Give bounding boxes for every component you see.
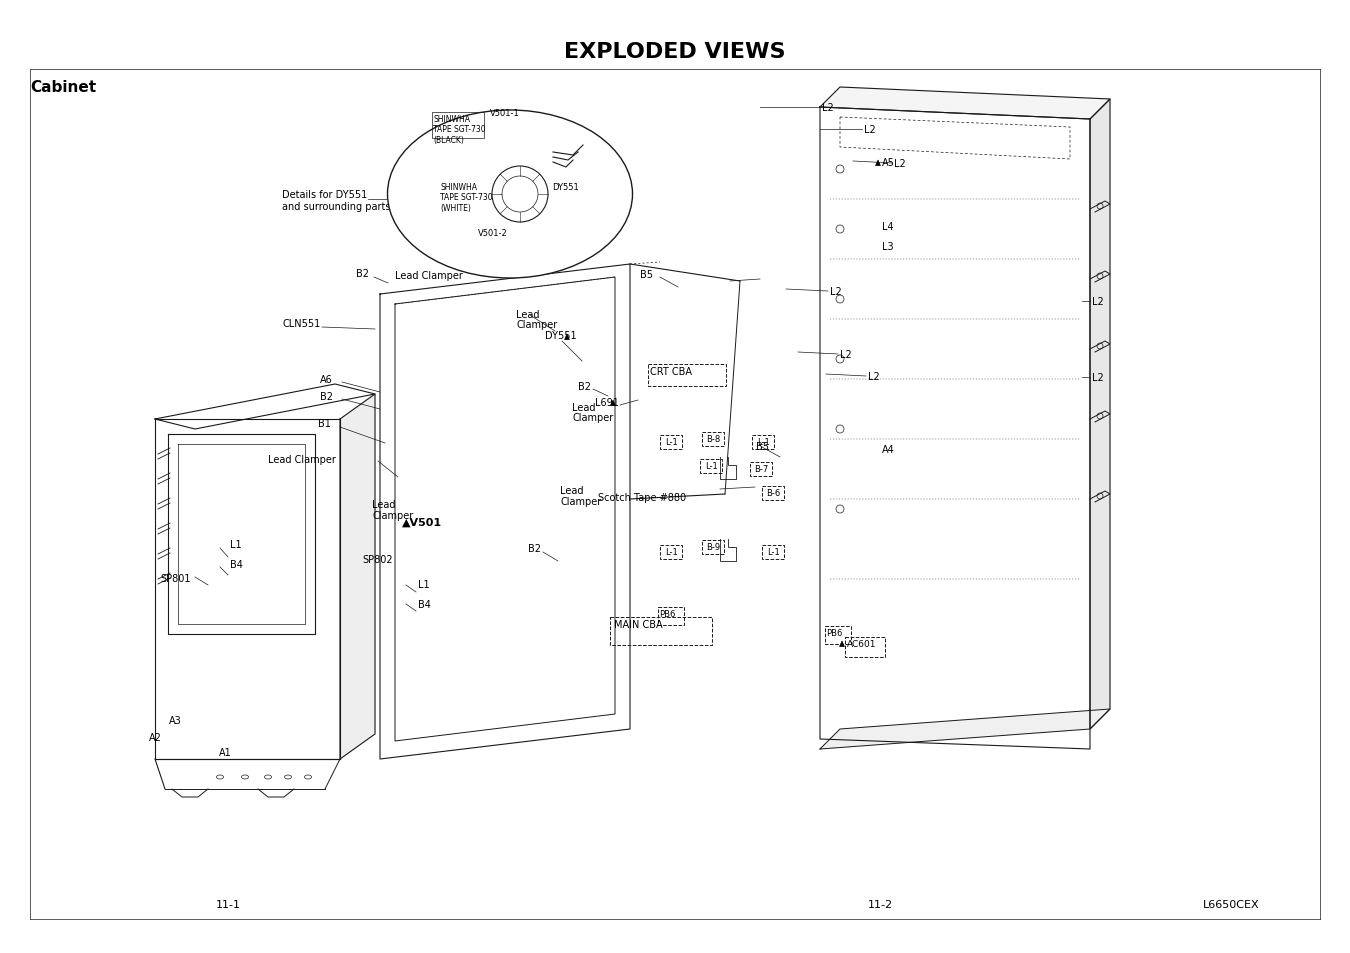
- Text: Lead: Lead: [560, 485, 583, 496]
- Bar: [752, 436, 774, 450]
- Text: SHINWHA
TAPE SGT-730
(BLACK): SHINWHA TAPE SGT-730 (BLACK): [433, 115, 486, 145]
- Text: B-6: B-6: [765, 489, 780, 498]
- Text: L2: L2: [868, 372, 880, 381]
- Text: Lead: Lead: [516, 310, 540, 319]
- Text: CRT CBA: CRT CBA: [649, 367, 693, 376]
- Polygon shape: [876, 161, 880, 167]
- Text: B4: B4: [230, 559, 243, 569]
- Text: B2: B2: [356, 269, 369, 278]
- Polygon shape: [819, 709, 1110, 749]
- Polygon shape: [1089, 100, 1110, 729]
- Text: B-7: B-7: [753, 465, 768, 474]
- Text: B2: B2: [320, 392, 333, 401]
- Text: L2: L2: [1092, 296, 1104, 307]
- Polygon shape: [564, 335, 570, 340]
- Text: ▲V501: ▲V501: [402, 517, 443, 527]
- Bar: [761, 545, 784, 559]
- Text: A2: A2: [148, 732, 162, 742]
- Text: L-1: L-1: [767, 548, 779, 557]
- Text: L-1: L-1: [705, 462, 717, 471]
- Bar: [657, 607, 684, 625]
- Text: L-1: L-1: [664, 548, 678, 557]
- Text: Clamper: Clamper: [560, 497, 601, 506]
- Text: AC601: AC601: [846, 639, 876, 648]
- Text: B2: B2: [528, 543, 541, 554]
- Text: B-9: B-9: [706, 543, 720, 552]
- Text: Lead Clamper: Lead Clamper: [269, 455, 336, 464]
- Text: Clamper: Clamper: [373, 511, 413, 520]
- Polygon shape: [819, 88, 1110, 120]
- Bar: [761, 486, 784, 500]
- Text: L4: L4: [882, 222, 894, 232]
- Bar: [702, 433, 724, 447]
- Text: A3: A3: [169, 716, 181, 725]
- Text: L2: L2: [894, 159, 906, 169]
- Polygon shape: [610, 400, 616, 406]
- Text: A4: A4: [882, 444, 895, 455]
- Text: V501-2: V501-2: [478, 229, 508, 237]
- Bar: [660, 545, 682, 559]
- Text: B2: B2: [578, 381, 591, 392]
- Text: L2: L2: [840, 350, 852, 359]
- Bar: [432, 112, 485, 139]
- Text: L2: L2: [864, 125, 876, 135]
- Text: SP802: SP802: [362, 555, 393, 564]
- Ellipse shape: [387, 111, 633, 278]
- Text: V501-1: V501-1: [490, 110, 520, 118]
- Polygon shape: [819, 108, 1089, 749]
- Text: Cabinet: Cabinet: [30, 80, 96, 95]
- Text: 11-2: 11-2: [868, 899, 892, 909]
- Bar: [751, 462, 772, 476]
- Text: L-1: L-1: [756, 438, 770, 447]
- Bar: [701, 459, 722, 474]
- Text: L3: L3: [882, 242, 894, 252]
- Text: B5: B5: [640, 270, 653, 280]
- Text: Scotch Tape #880: Scotch Tape #880: [598, 493, 686, 502]
- Text: L2: L2: [830, 287, 842, 296]
- Bar: [648, 365, 726, 387]
- Bar: [845, 638, 886, 658]
- Text: L2: L2: [822, 103, 834, 112]
- Text: Lead: Lead: [373, 499, 396, 510]
- Text: L-1: L-1: [664, 438, 678, 447]
- Text: DY551: DY551: [545, 331, 576, 340]
- Polygon shape: [840, 641, 844, 647]
- Text: CLN551: CLN551: [282, 318, 320, 329]
- Text: 11-1: 11-1: [216, 899, 240, 909]
- Bar: [702, 540, 724, 555]
- Text: MAIN CBA: MAIN CBA: [614, 619, 663, 629]
- Text: PB6: PB6: [826, 628, 842, 638]
- Text: B-8: B-8: [706, 435, 720, 444]
- Text: A1: A1: [219, 747, 231, 758]
- Text: L691: L691: [595, 397, 618, 408]
- Text: DY551: DY551: [552, 183, 579, 193]
- Bar: [610, 618, 711, 645]
- Text: A5: A5: [882, 158, 895, 168]
- Text: PB6: PB6: [659, 609, 675, 618]
- Text: L1: L1: [418, 579, 429, 589]
- Text: A6: A6: [320, 375, 332, 385]
- Polygon shape: [155, 419, 340, 760]
- Bar: [660, 436, 682, 450]
- Text: L6650CEX: L6650CEX: [1203, 899, 1260, 909]
- Text: Clamper: Clamper: [572, 413, 613, 422]
- Text: B5: B5: [756, 441, 770, 452]
- Polygon shape: [340, 395, 375, 760]
- Text: B4: B4: [418, 599, 431, 609]
- Text: Clamper: Clamper: [516, 319, 558, 330]
- Text: L2: L2: [1092, 373, 1104, 382]
- Text: EXPLODED VIEWS: EXPLODED VIEWS: [564, 42, 786, 62]
- Text: L1: L1: [230, 539, 242, 550]
- Text: SHINWHA
TAPE SGT-730
(WHITE): SHINWHA TAPE SGT-730 (WHITE): [440, 183, 493, 213]
- Text: Details for DY551
and surrounding parts: Details for DY551 and surrounding parts: [282, 190, 390, 212]
- Text: Lead Clamper: Lead Clamper: [396, 271, 463, 281]
- Circle shape: [491, 167, 548, 223]
- Text: SP801: SP801: [161, 574, 190, 583]
- Text: B1: B1: [319, 418, 331, 429]
- Bar: [825, 626, 850, 644]
- Text: Lead: Lead: [572, 402, 595, 413]
- Polygon shape: [155, 385, 375, 430]
